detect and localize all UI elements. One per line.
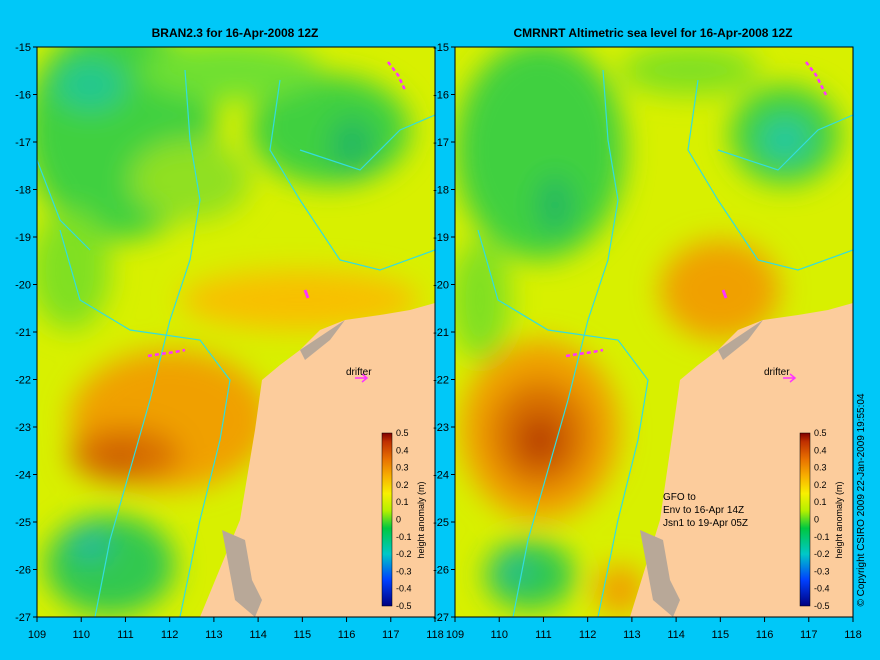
panel-title: BRAN2.3 for 16-Apr-2008 12Z [152,26,319,40]
colorbar-label: height anomaly (m) [834,481,844,558]
drifter-label: drifter [346,367,372,378]
colorbar-tick-label: 0.3 [396,463,409,473]
colorbar-tick-label: -0.4 [814,584,830,594]
lat-tick-label: -17 [15,137,31,149]
satellite-notes: GFO to Env to 16-Apr 14Z Jsn1 to 19-Apr … [663,492,748,529]
colorbar-tick-label: 0.5 [814,428,827,438]
colorbar-tick-label: -0.1 [814,532,830,542]
lat-tick-label: -22 [433,375,449,387]
drifter-label: drifter [764,367,790,378]
cmrnrt-field [455,47,853,617]
lon-tick-label: 116 [338,629,356,641]
colorbar-tick-label: -0.5 [396,601,412,611]
colorbar-tick-label: 0.4 [396,445,409,455]
lat-tick-label: -25 [15,517,31,529]
lon-tick-label: 111 [535,629,552,641]
note-gfo: GFO to [663,492,696,503]
lon-tick-label: 114 [667,629,685,641]
panel-title: CMRNRT Altimetric sea level for 16-Apr-2… [514,26,793,40]
colorbar-right: 0.5 0.4 0.3 0.2 0.1 0 -0.1 -0.2 -0.3 -0.4 -0.5 hei… [799,428,844,611]
lat-tick-label: -18 [15,185,31,197]
lat-tick-label: -19 [15,232,31,244]
lat-axis-right: -15 -16 -17 -18 -19 -20 -21 -22 -23 -24 -25 -26 -27 [433,42,455,624]
drifter-track-markers [147,61,407,383]
lat-tick-label: -24 [433,470,449,482]
lat-tick-label: -24 [15,470,31,482]
lon-tick-label: 113 [623,629,641,641]
colorbar-label: height anomaly (m) [416,481,426,558]
panel-cmrnrt: CMRNRT Altimetric sea level for 16-Apr-2… [433,26,862,641]
lat-tick-label: -19 [433,232,449,244]
colorbar-tick-label: -0.4 [396,584,412,594]
bran-field [37,47,435,617]
colorbar-tick-label: 0.1 [396,497,409,507]
lon-axis-left: 109 110 111 112 113 114 115 116 117 118 [28,617,444,641]
lat-tick-label: -21 [15,327,31,339]
lat-tick-label: -25 [433,517,449,529]
lat-axis-left: -15 -16 -17 -18 -19 -20 -21 -22 -23 -24 -25 -26 -27 [15,42,37,624]
lon-tick-label: 117 [800,629,818,641]
colorbar-tick-label: -0.1 [396,532,412,542]
lon-tick-label: 112 [579,629,597,641]
lat-tick-label: -15 [15,42,31,54]
lat-tick-label: -16 [433,90,449,102]
lat-tick-label: -22 [15,375,31,387]
lat-tick-label: -27 [15,612,31,624]
colorbar-tick-label: -0.2 [814,549,830,559]
lat-tick-label: -26 [15,565,31,577]
lon-tick-label: 116 [756,629,774,641]
lat-tick-label: -16 [15,90,31,102]
lon-tick-label: 110 [490,629,508,641]
panel-bran: BRAN2.3 for 16-Apr-2008 12Z drifter -15-… [15,26,444,641]
note-jsn1: Jsn1 to 19-Apr 05Z [663,518,748,529]
lat-tick-label: -27 [433,612,449,624]
lat-tick-label: -18 [433,185,449,197]
colorbar-tick-label: -0.3 [814,566,830,576]
lon-tick-label: 115 [712,629,730,641]
lon-tick-label: 115 [294,629,312,641]
colorbar-tick-label: 0.1 [814,497,827,507]
colorbar-tick-label: 0.3 [814,463,827,473]
lon-tick-label: 118 [426,629,444,641]
colorbar-tick-label: -0.3 [396,566,412,576]
colorbar-tick-label: -0.2 [396,549,412,559]
lat-tick-label: -15 [433,42,449,54]
lat-tick-label: -20 [15,280,31,292]
colorbar-tick-label: 0.2 [814,480,827,490]
lon-tick-label: 113 [205,629,223,641]
lat-tick-label: -21 [433,327,449,339]
lat-tick-label: -23 [15,422,31,434]
lon-tick-label: 112 [161,629,179,641]
lat-tick-label: -17 [433,137,449,149]
lon-axis-right: 109 110 111 112 113 114 115 116 117 118 [446,617,862,641]
lat-tick-label: -20 [433,280,449,292]
lat-tick-label: -26 [433,565,449,577]
lon-tick-label: 109 [28,629,46,641]
colorbar-tick-label: 0 [814,515,819,525]
lon-tick-label: 109 [446,629,464,641]
colorbar-tick-label: 0.4 [814,445,827,455]
lon-tick-label: 110 [72,629,90,641]
drifter-track-markers [565,61,828,383]
note-env: Env to 16-Apr 14Z [663,505,744,516]
colorbar-left: 0.5 0.4 0.3 0.2 0.1 0 -0.1 -0.2 -0.3 -0.4 -0.5 hei… [381,428,426,611]
lon-tick-label: 114 [249,629,267,641]
colorbar-tick-label: -0.5 [814,601,830,611]
lon-tick-label: 111 [117,629,134,641]
lon-tick-label: 117 [382,629,400,641]
lat-tick-label: -23 [433,422,449,434]
colorbar-tick-label: 0 [396,515,401,525]
copyright: © Copyright CSIRO 2009 22-Jan-2009 19:55… [856,393,867,606]
colorbar-tick-label: 0.5 [396,428,409,438]
lon-tick-label: 118 [844,629,862,641]
colorbar-tick-label: 0.2 [396,480,409,490]
